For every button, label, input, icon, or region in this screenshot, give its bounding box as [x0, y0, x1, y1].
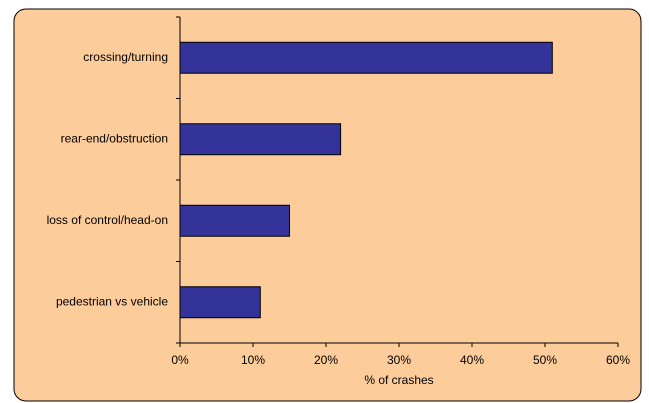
x-axis-label: % of crashes	[364, 373, 433, 387]
x-tick-label: 20%	[314, 353, 338, 367]
y-tick-label: pedestrian vs vehicle	[56, 294, 168, 308]
y-tick-label: crossing/turning	[83, 50, 168, 64]
bar	[179, 204, 290, 237]
chart-frame	[13, 8, 642, 402]
x-tick-label: 50%	[533, 353, 557, 367]
y-tick-label: loss of control/head-on	[47, 213, 168, 227]
bar	[179, 286, 261, 319]
x-tick-label: 0%	[171, 353, 189, 367]
x-tick-label: 40%	[460, 353, 484, 367]
bar	[179, 41, 553, 74]
bar	[179, 123, 342, 156]
x-tick-label: 10%	[241, 353, 265, 367]
y-tick-label: rear-end/obstruction	[61, 131, 168, 145]
x-tick-label: 60%	[606, 353, 630, 367]
x-tick-label: 30%	[387, 353, 411, 367]
